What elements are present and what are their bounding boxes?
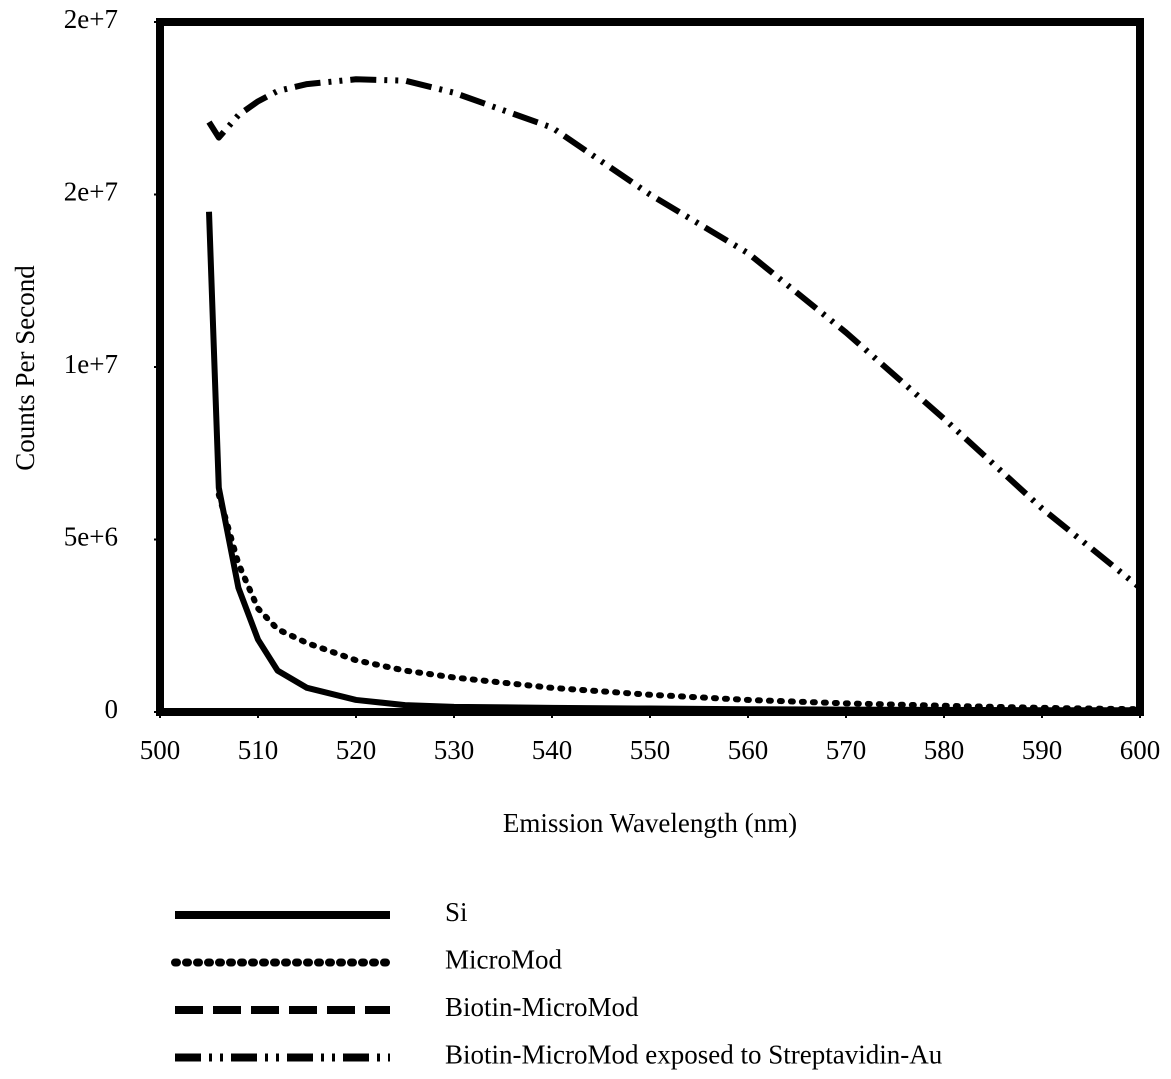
y-tick-label: 5e+6 bbox=[64, 522, 118, 552]
x-tick-label: 530 bbox=[434, 735, 475, 765]
legend-label: MicroMod bbox=[445, 945, 562, 975]
y-axis-label: Counts Per Second bbox=[10, 265, 40, 471]
y-tick-label: 1e+7 bbox=[64, 349, 118, 379]
data-line bbox=[206, 76, 1142, 591]
x-tick-label: 560 bbox=[728, 735, 769, 765]
x-tick-label: 510 bbox=[238, 735, 279, 765]
y-tick-label: 2e+7 bbox=[64, 177, 118, 207]
legend-label: Si bbox=[445, 897, 468, 927]
x-tick-label: 580 bbox=[924, 735, 965, 765]
x-tick-label: 520 bbox=[336, 735, 377, 765]
x-tick-label: 550 bbox=[630, 735, 671, 765]
data-line bbox=[215, 491, 1143, 713]
legend-label: Biotin-MicroMod exposed to Streptavidin-… bbox=[445, 1040, 943, 1070]
data-line bbox=[206, 211, 1140, 714]
y-tick-label: 0 bbox=[105, 694, 119, 724]
y-tick-label: 2e+7 bbox=[64, 4, 118, 34]
x-tick-label: 570 bbox=[826, 735, 867, 765]
x-axis-label: Emission Wavelength (nm) bbox=[503, 808, 797, 838]
legend-label: Biotin-MicroMod bbox=[445, 992, 639, 1022]
plot-frame bbox=[156, 18, 1144, 716]
x-tick-label: 590 bbox=[1022, 735, 1063, 765]
x-tick-label: 540 bbox=[532, 735, 573, 765]
x-tick-label: 500 bbox=[140, 735, 181, 765]
x-tick-label: 600 bbox=[1120, 735, 1161, 765]
